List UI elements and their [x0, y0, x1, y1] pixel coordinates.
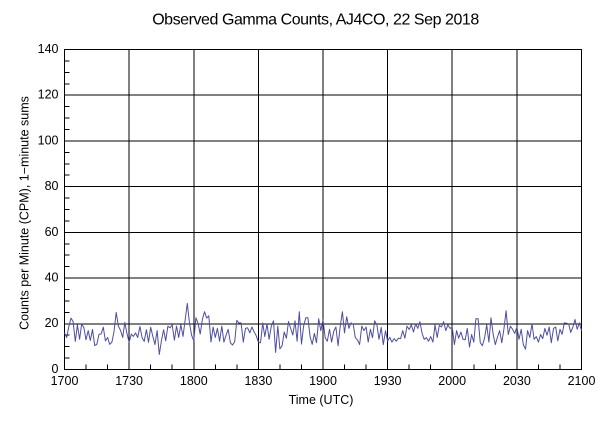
svg-text:40: 40 — [45, 271, 59, 285]
svg-text:20: 20 — [45, 316, 59, 330]
svg-text:2000: 2000 — [438, 374, 466, 388]
svg-text:140: 140 — [38, 42, 59, 56]
svg-text:Observed Gamma Counts, AJ4CO,: Observed Gamma Counts, AJ4CO, 22 Sep 201… — [152, 12, 479, 29]
svg-text:1830: 1830 — [244, 374, 272, 388]
svg-text:100: 100 — [38, 133, 59, 147]
svg-text:60: 60 — [45, 225, 59, 239]
svg-text:1930: 1930 — [374, 374, 402, 388]
svg-text:80: 80 — [45, 179, 59, 193]
svg-text:1700: 1700 — [51, 374, 79, 388]
svg-text:120: 120 — [38, 88, 59, 102]
svg-text:Time (UTC): Time (UTC) — [289, 393, 354, 407]
svg-text:0: 0 — [52, 362, 59, 376]
svg-text:2100: 2100 — [568, 374, 596, 388]
svg-text:1800: 1800 — [180, 374, 208, 388]
svg-text:1730: 1730 — [115, 374, 143, 388]
svg-text:1900: 1900 — [309, 374, 337, 388]
svg-text:Counts per Minute (CPM), 1−min: Counts per Minute (CPM), 1−minute sums — [18, 96, 32, 330]
svg-text:2030: 2030 — [503, 374, 531, 388]
